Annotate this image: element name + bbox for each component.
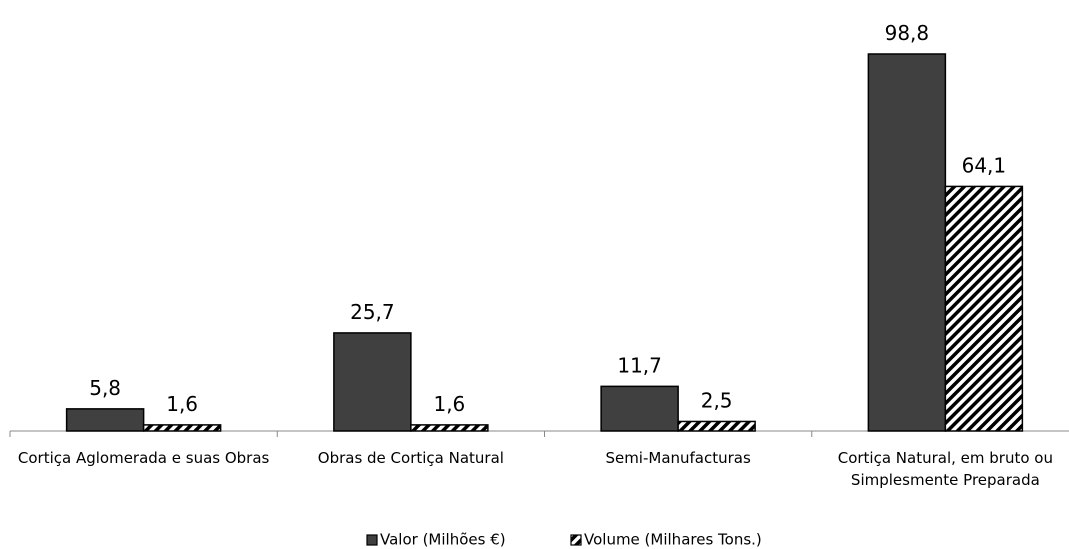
x-label-box: Semi-Manufacturas [605, 449, 751, 467]
value-label: 5,8 [89, 376, 121, 400]
value-label: 11,7 [617, 353, 662, 377]
value-label: 25,7 [350, 300, 395, 324]
x-label-box: Cortiça Aglomerada e suas Obras [17, 449, 270, 467]
bar [410, 424, 489, 432]
bar [142, 424, 222, 432]
bar [65, 408, 145, 432]
x-tick-label: Cortiça Aglomerada e suas Obras [17, 449, 270, 467]
bar [600, 385, 679, 432]
value-label: 2,5 [701, 388, 733, 412]
bar [944, 185, 1024, 432]
x-tick-label: Obras de Cortiça Natural [317, 449, 504, 467]
value-label: 64,1 [962, 153, 1007, 177]
bar [867, 53, 947, 432]
bar [333, 332, 412, 432]
value-label: 1,6 [166, 392, 198, 416]
value-label: 98,8 [885, 21, 930, 45]
x-tick-label: Cortiça Natural, em bruto ou Simplesment… [837, 449, 1053, 489]
legend-label: Valor (Milhões €) [380, 531, 506, 549]
x-label-box: Obras de Cortiça Natural [317, 449, 504, 467]
legend-swatch [366, 534, 378, 546]
x-tick-label: Semi-Manufacturas [605, 449, 751, 467]
legend-swatch [570, 534, 582, 546]
value-label: 1,6 [433, 392, 465, 416]
legend-label: Volume (Milhares Tons.) [584, 531, 762, 549]
bar [677, 420, 756, 432]
x-label-box: Cortiça Natural, em bruto ou Simplesment… [837, 449, 1053, 489]
